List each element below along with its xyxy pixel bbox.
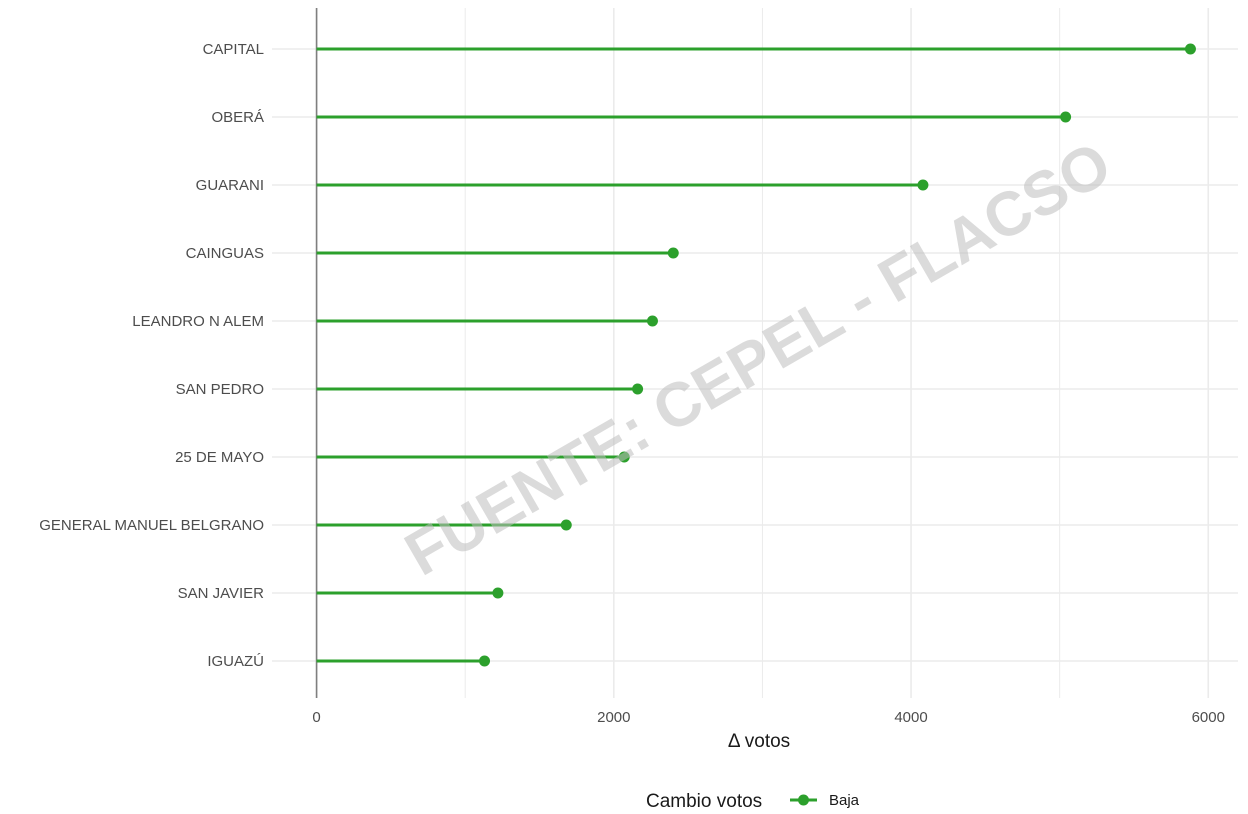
y-tick-label: CAINGUAS — [186, 245, 264, 262]
x-axis-labels: 0 2000 4000 6000 — [312, 709, 1225, 726]
lollipop-point — [917, 179, 929, 191]
y-tick-label: LEANDRO N ALEM — [132, 313, 264, 330]
y-tick-label: GUARANI — [196, 177, 264, 194]
lollipop-point — [560, 519, 572, 531]
y-tick-label: OBERÁ — [211, 109, 264, 126]
x-axis-title: Δ votos — [728, 731, 790, 752]
legend: Cambio votos Baja — [646, 791, 860, 812]
lollipop-point — [1060, 111, 1072, 123]
lollipop-marks — [316, 43, 1196, 667]
y-axis-labels: CAPITAL OBERÁ GUARANI CAINGUAS LEANDRO N ALE… — [39, 41, 264, 670]
y-tick-label: SAN PEDRO — [176, 381, 264, 398]
y-tick-label: SAN JAVIER — [178, 585, 265, 602]
y-tick-label: GENERAL MANUEL BELGRANO — [39, 517, 264, 534]
lollipop-point — [646, 315, 658, 327]
y-tick-label: CAPITAL — [203, 41, 264, 58]
x-tick-label: 6000 — [1192, 709, 1225, 726]
lollipop-point — [492, 587, 504, 599]
y-tick-label: IGUAZÚ — [207, 653, 264, 670]
watermark-text: FUENTE: CEPEL - FLACSO — [394, 129, 1123, 589]
lollipop-point — [618, 451, 630, 463]
x-tick-label: 4000 — [894, 709, 927, 726]
x-tick-label: 2000 — [597, 709, 630, 726]
lollipop-point — [1184, 43, 1196, 55]
x-tick-label: 0 — [312, 709, 320, 726]
legend-title: Cambio votos — [646, 791, 762, 812]
legend-label-baja: Baja — [829, 792, 860, 809]
legend-key-dot — [798, 794, 809, 806]
lollipop-point — [667, 247, 679, 259]
lollipop-point — [479, 655, 491, 667]
y-tick-label: 25 DE MAYO — [175, 449, 264, 466]
lollipop-point — [632, 383, 644, 395]
